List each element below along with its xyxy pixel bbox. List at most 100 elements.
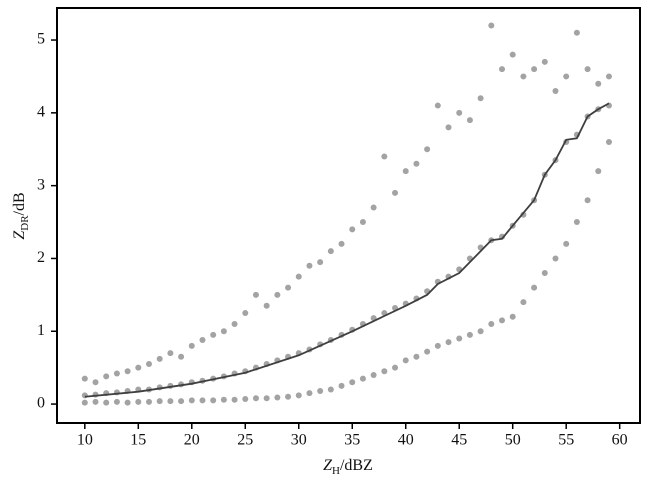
label-main: Z — [323, 457, 333, 474]
point — [145, 361, 152, 368]
x-tick-label: 20 — [184, 432, 200, 449]
point — [509, 51, 516, 58]
label-sub: H — [332, 465, 340, 477]
point — [434, 102, 441, 109]
point — [135, 398, 142, 405]
point — [584, 197, 591, 204]
point — [242, 310, 249, 317]
point — [520, 211, 527, 218]
point — [402, 168, 409, 175]
point — [92, 379, 99, 386]
label-main: Z — [11, 230, 28, 240]
point — [359, 375, 366, 382]
point — [466, 117, 473, 124]
point — [573, 219, 580, 226]
point — [413, 160, 420, 167]
point — [124, 368, 131, 375]
point — [242, 395, 249, 402]
point — [445, 124, 452, 131]
label-rest: /dBZ — [340, 457, 373, 474]
point — [520, 299, 527, 306]
point — [499, 317, 506, 324]
point — [274, 291, 281, 298]
point — [541, 58, 548, 65]
point — [306, 262, 313, 269]
point — [327, 248, 334, 255]
point — [509, 313, 516, 320]
y-tick-label: 3 — [37, 176, 45, 193]
x-tick-label: 45 — [451, 432, 467, 449]
y-axis-label: ZDR/dB — [11, 192, 31, 239]
point — [541, 270, 548, 277]
point — [306, 390, 313, 397]
point — [520, 73, 527, 80]
point — [381, 368, 388, 375]
x-tick-label: 60 — [612, 432, 628, 449]
x-axis-label: ZH/dBZ — [323, 457, 373, 477]
point — [113, 398, 120, 405]
point — [552, 255, 559, 262]
point — [499, 66, 506, 73]
point — [220, 396, 227, 403]
point — [274, 394, 281, 401]
point — [424, 348, 431, 355]
point — [199, 337, 206, 343]
point — [552, 88, 559, 94]
point — [231, 320, 238, 327]
point — [531, 66, 538, 73]
x-tick-label: 35 — [344, 432, 360, 449]
point — [563, 240, 570, 247]
point — [263, 302, 270, 309]
point — [263, 395, 270, 402]
point — [477, 95, 484, 102]
x-tick-label: 30 — [291, 432, 307, 449]
point — [81, 375, 88, 382]
point — [178, 353, 185, 360]
point — [456, 109, 463, 116]
y-tick-label: 5 — [37, 31, 45, 48]
point — [413, 353, 420, 360]
point — [595, 168, 602, 175]
point — [124, 399, 131, 406]
point — [488, 22, 495, 29]
point — [103, 399, 110, 406]
point — [370, 371, 377, 378]
point — [167, 350, 174, 357]
y-tick-label: 1 — [37, 322, 45, 339]
point — [381, 153, 388, 160]
point — [605, 138, 612, 145]
point — [584, 66, 591, 73]
point — [156, 355, 163, 362]
x-tick-label: 40 — [398, 432, 414, 449]
point — [349, 379, 356, 386]
x-tick-label: 15 — [130, 432, 146, 449]
point — [402, 357, 409, 364]
point — [188, 397, 195, 404]
point — [167, 398, 174, 405]
point — [210, 331, 217, 338]
point — [573, 29, 580, 36]
y-tick-label: 4 — [37, 104, 45, 121]
point — [327, 386, 334, 393]
point — [477, 328, 484, 335]
label-rest: /dB — [11, 192, 28, 215]
point — [595, 80, 602, 87]
point — [434, 342, 441, 349]
point — [338, 382, 345, 389]
point — [145, 398, 152, 405]
y-tick-label: 2 — [37, 249, 45, 266]
x-tick-label: 10 — [77, 432, 93, 449]
point — [285, 393, 292, 400]
point — [220, 328, 227, 335]
point — [563, 73, 570, 80]
y-tick-label: 0 — [37, 395, 45, 412]
point — [605, 73, 612, 80]
label-sub: DR — [19, 215, 31, 231]
point — [338, 240, 345, 247]
point — [456, 335, 463, 342]
point — [113, 370, 120, 377]
point — [392, 364, 399, 371]
point — [349, 226, 356, 233]
point — [317, 387, 324, 394]
